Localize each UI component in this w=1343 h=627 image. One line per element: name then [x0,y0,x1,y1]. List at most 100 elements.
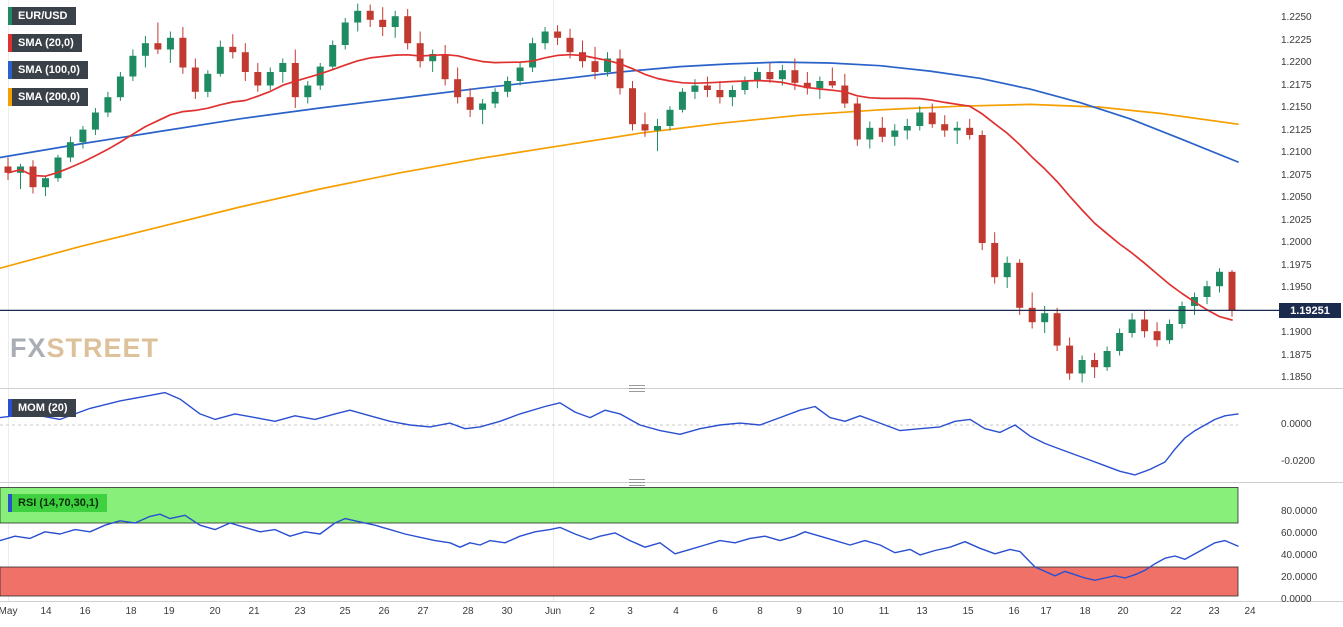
axislabel-label: -0.0200 [1281,456,1315,467]
candle [479,103,487,110]
axislabel-label: 1.2000 [1281,237,1312,248]
candle [591,61,599,72]
rsi-oversold-zone [0,566,1239,597]
timelabel-label: 20 [209,606,221,617]
timelabel-label: 6 [712,606,718,617]
axislabel-label: 1.1850 [1281,372,1312,383]
axislabel-label: 1.1950 [1281,282,1312,293]
candle [466,97,474,110]
sma200-line [0,103,1239,270]
candle [953,127,961,131]
last-price-badge: 1.19251 [1279,303,1341,318]
candle [166,37,174,50]
candle [266,72,274,86]
axislabel-label: 0.0000 [1281,419,1312,430]
candle [878,127,886,137]
timelabel-label: 23 [294,606,306,617]
timelabel-label: Jun [544,606,562,617]
candle [104,97,112,113]
mom-panel-resize-handle[interactable] [629,385,645,392]
candle [129,55,137,77]
candle [416,43,424,62]
candle [1091,360,1099,368]
mom-badge[interactable]: MOM (20) [8,399,76,417]
candle [341,22,349,45]
candle [778,70,786,80]
sma200-accent-bar [8,88,12,106]
watermark-street: STREET [46,333,160,363]
candle [254,72,262,86]
candle [554,31,562,38]
rsi-panel-resize-handle[interactable] [629,479,645,486]
candle [853,103,861,140]
candle [216,46,224,74]
candle [753,72,761,81]
timelabel-label: 4 [673,606,679,617]
timelabel-label: 25 [339,606,351,617]
timelabel-label: 27 [417,606,429,617]
timelabel-label: 20 [1117,606,1129,617]
candle [304,85,312,98]
timelabel-label: 21 [248,606,260,617]
candle [991,243,999,278]
symbol-label: EUR/USD [18,10,68,22]
candle [516,67,524,81]
sma100-badge[interactable]: SMA (100,0) [8,61,88,79]
axislabel-label: 1.2150 [1281,102,1312,113]
candle [316,66,324,86]
candle [816,81,824,89]
main-legend: EUR/USD SMA (20,0) SMA (100,0) SMA (200,… [8,7,88,106]
sma20-badge[interactable]: SMA (20,0) [8,34,82,52]
candle [91,112,99,130]
axislabel-label: 20.0000 [1281,572,1318,583]
timelabel-label: May [0,606,18,617]
sma200-badge[interactable]: SMA (200,0) [8,88,88,106]
timelabel-label: 11 [878,606,890,617]
axislabel-label: 80.0000 [1281,506,1318,517]
axislabel-label: 1.2125 [1281,125,1312,136]
timelabel-label: 3 [627,606,633,617]
symbol-badge[interactable]: EUR/USD [8,7,76,25]
candle [941,124,949,131]
timelabel-label: 18 [1079,606,1091,617]
sma100-line [0,61,1239,163]
rsi-badge[interactable]: RSI (14,70,30,1) [8,494,107,512]
candle [928,112,936,125]
candle [1028,307,1036,323]
timelabel-label: 8 [757,606,763,617]
timelabel-label: 13 [916,606,928,617]
timelabel-label: 19 [163,606,175,617]
sma20-label: SMA (20,0) [18,37,74,49]
axislabel-label: 1.1875 [1281,350,1312,361]
timelabel-label: 15 [962,606,974,617]
timelabel-label: 17 [1040,606,1052,617]
candle [1041,313,1049,323]
candle [379,19,387,27]
timelabel-label: 10 [832,606,844,617]
axislabel-label: 1.2225 [1281,35,1312,46]
timelabel-label: 28 [462,606,474,617]
sma100-accent-bar [8,61,12,79]
rsi-label: RSI (14,70,30,1) [18,497,99,509]
axislabel-label: 1.2175 [1281,80,1312,91]
candle [54,157,62,179]
candle [404,16,412,44]
candle [566,37,574,53]
candle [866,127,874,140]
candle [4,166,12,173]
candle [891,130,899,137]
candle [1016,262,1024,308]
candle [691,85,699,92]
candle [1116,333,1124,351]
candle [1216,271,1223,287]
rsi-accent-bar [8,494,12,512]
candle [79,129,87,143]
axislabel-label: 1.2075 [1281,170,1312,181]
watermark-fx: FX [10,333,47,363]
candle [441,54,449,80]
candle [1066,345,1074,374]
rsi-line [0,513,1239,581]
candle [654,126,661,131]
